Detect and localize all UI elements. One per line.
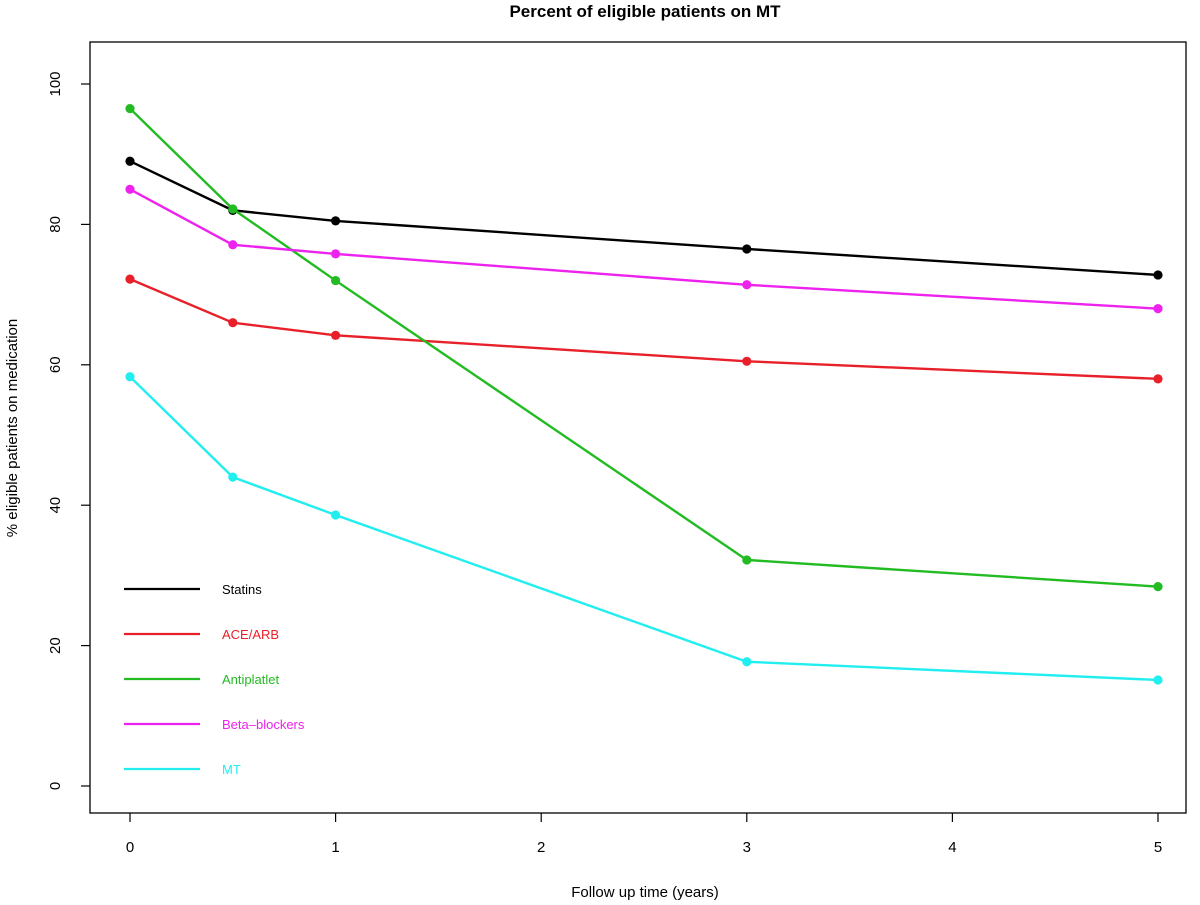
data-point [125, 274, 135, 284]
plot-frame [89, 41, 1187, 814]
data-point [125, 184, 135, 194]
legend-label: Statins [222, 582, 262, 597]
x-tick-label: 2 [537, 839, 545, 856]
data-point [125, 103, 135, 114]
data-point [331, 510, 341, 520]
data-point [125, 372, 135, 382]
data-point [1153, 270, 1163, 280]
legend-label: Antiplatlet [222, 672, 279, 687]
series-line [129, 375, 1159, 682]
data-point [331, 249, 341, 259]
data-point [742, 657, 752, 667]
data-point [742, 555, 752, 565]
data-point [228, 240, 238, 250]
data-point [228, 472, 238, 482]
legend: Statins ACE/ARB Antiplatlet Beta–blockers MT [124, 582, 305, 777]
data-point [331, 216, 341, 226]
x-tick-label: 1 [331, 839, 339, 856]
data-point [228, 204, 238, 214]
y-tick-label: 80 [47, 216, 64, 233]
data-point [125, 156, 135, 166]
data-point [742, 244, 752, 254]
series-group [125, 274, 1163, 384]
y-axis-label: % eligible patients on medication [4, 319, 21, 537]
data-point [1153, 675, 1163, 685]
x-axis-label: Follow up time (years) [571, 884, 719, 901]
series-group [125, 372, 1163, 685]
legend-label: Beta–blockers [222, 717, 305, 732]
series-group [125, 156, 1163, 280]
series-line [129, 188, 1159, 310]
y-tick-label: 0 [47, 782, 64, 790]
y-tick-label: 60 [47, 356, 64, 373]
data-point [1153, 304, 1163, 314]
data-point [331, 330, 341, 340]
legend-label: ACE/ARB [222, 627, 279, 642]
legend-label: MT [222, 762, 241, 777]
x-tick-label: 0 [126, 839, 134, 856]
data-point [1153, 582, 1163, 592]
y-tick-label: 100 [47, 71, 64, 96]
data-point [228, 318, 238, 328]
chart-title: Percent of eligible patients on MT [509, 2, 781, 21]
y-tick-label: 40 [47, 497, 64, 514]
data-point [742, 356, 752, 366]
series-line [129, 160, 1159, 277]
x-axis: 0 1 2 3 4 5 [126, 813, 1162, 856]
series-layer [125, 103, 1163, 685]
x-tick-label: 4 [948, 839, 956, 856]
data-point [742, 280, 752, 290]
series-group [125, 103, 1163, 592]
data-point [331, 275, 341, 286]
series-group [125, 184, 1163, 314]
y-tick-label: 20 [47, 637, 64, 654]
series-line [129, 107, 1159, 588]
x-tick-label: 5 [1154, 839, 1162, 856]
x-tick-label: 3 [743, 839, 751, 856]
data-point [1153, 374, 1163, 384]
y-axis: 0 20 40 60 80 100 [47, 71, 90, 790]
series-line [129, 278, 1159, 381]
